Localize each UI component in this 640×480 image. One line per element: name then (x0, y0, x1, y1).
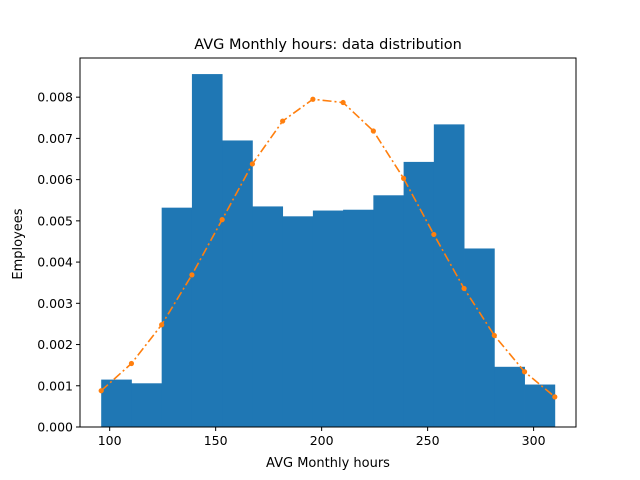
histogram-bar (343, 209, 374, 427)
density-point (159, 322, 165, 328)
histogram-bar (312, 210, 344, 427)
y-tick-label: 0.006 (37, 172, 73, 187)
histogram-bar (373, 195, 405, 427)
density-point (370, 128, 376, 134)
histogram-bar (191, 74, 223, 427)
y-tick-label: 0.000 (37, 420, 73, 435)
x-tick-label: 300 (522, 433, 546, 448)
density-point (340, 99, 346, 106)
y-axis-ticks: 0.000 0.001 0.002 0.003 0.004 0.005 0.006 0.007… (37, 90, 80, 435)
y-tick-label: 0.005 (37, 213, 73, 228)
histogram-bar (282, 216, 314, 427)
density-point (491, 332, 497, 339)
histogram-bar (131, 383, 163, 427)
x-tick-label: 250 (416, 433, 440, 448)
x-axis-label: AVG Monthly hours (266, 456, 390, 471)
density-point (249, 161, 255, 167)
density-point (521, 369, 528, 375)
density-point (219, 217, 225, 223)
density-point (431, 231, 437, 238)
histogram-bar (222, 140, 253, 427)
density-line-layer (98, 96, 558, 400)
y-tick-label: 0.001 (37, 378, 73, 393)
axes-frame (79, 57, 577, 428)
y-tick-label: 0.007 (37, 131, 73, 146)
x-tick-label: 100 (98, 433, 122, 448)
histogram-bar (494, 366, 525, 427)
density-point (98, 388, 104, 394)
histogram-bars (101, 74, 556, 427)
histogram-bar (101, 379, 132, 427)
y-tick-label: 0.004 (37, 255, 73, 270)
histogram-bar (403, 161, 435, 427)
density-point (128, 360, 135, 367)
x-tick-label: 150 (204, 433, 228, 448)
x-tick-label: 200 (310, 433, 334, 448)
density-point (189, 272, 195, 278)
density-point (310, 96, 316, 102)
histogram-bar (524, 384, 556, 427)
density-point (401, 175, 407, 181)
histogram-bar (252, 206, 284, 427)
y-tick-label: 0.008 (37, 90, 73, 105)
histogram-bar (464, 248, 495, 427)
y-tick-label: 0.002 (37, 337, 73, 352)
chart-title: AVG Monthly hours: data distribution (194, 37, 462, 53)
histogram-bar (433, 124, 465, 427)
y-axis-label: Employees (11, 208, 26, 279)
density-point (552, 394, 558, 400)
density-line (100, 98, 556, 398)
density-point (461, 285, 467, 292)
x-axis-ticks: 100 150 200 250 300 (98, 427, 546, 448)
y-tick-label: 0.003 (37, 296, 73, 311)
density-point (280, 118, 286, 124)
